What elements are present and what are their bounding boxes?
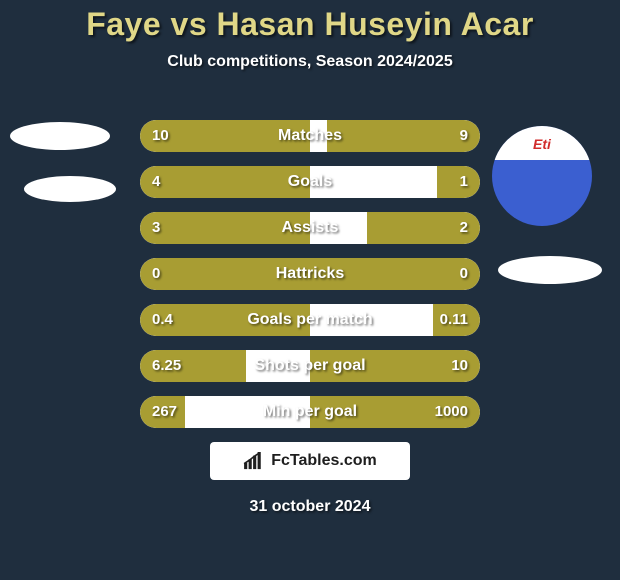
stat-value-right: 1 [460,166,468,198]
stat-row: Matches10 9 [140,120,480,152]
stat-row: Hattricks0 0 [140,258,480,290]
page-title: Faye vs Hasan Huseyin Acar [0,0,620,43]
stat-row: Goals per match0.4 0.11 [140,304,480,336]
stat-label: Goals [140,166,480,198]
stat-value-left: 0.4 [152,304,173,336]
page-subtitle: Club competitions, Season 2024/2025 [0,53,620,71]
stat-value-right: 1000 [435,396,468,428]
stat-label: Min per goal [140,396,480,428]
branding-text: FcTables.com [271,452,377,470]
barchart-icon [243,452,265,470]
left-player-ellipse-2 [24,176,116,202]
stat-value-left: 267 [152,396,177,428]
left-player-ellipse-1 [10,122,110,150]
stat-row: Min per goal267 1000 [140,396,480,428]
stat-value-left: 3 [152,212,160,244]
stat-value-right: 0.11 [440,304,468,336]
date-text: 31 october 2024 [0,498,620,516]
stat-label: Assists [140,212,480,244]
stat-row: Assists3 2 [140,212,480,244]
stat-value-left: 4 [152,166,160,198]
right-player-avatar: Eti [492,126,592,226]
stat-value-left: 6.25 [152,350,181,382]
stat-value-left: 0 [152,258,160,290]
stat-label: Goals per match [140,304,480,336]
stat-label: Matches [140,120,480,152]
stat-label: Shots per goal [140,350,480,382]
stat-row: Goals4 1 [140,166,480,198]
stat-value-right: 0 [460,258,468,290]
stat-value-right: 2 [460,212,468,244]
right-player-ellipse [498,256,602,284]
jersey-logo: Eti [492,136,592,152]
stat-value-right: 10 [451,350,468,382]
branding-badge: FcTables.com [210,442,410,480]
comparison-card: Faye vs Hasan Huseyin Acar Club competit… [0,0,620,580]
stat-value-right: 9 [460,120,468,152]
stat-label: Hattricks [140,258,480,290]
stat-value-left: 10 [152,120,169,152]
stat-row: Shots per goal6.25 10 [140,350,480,382]
stats-container: Matches109Goals41Assists32Hattricks00Goa… [140,120,480,442]
